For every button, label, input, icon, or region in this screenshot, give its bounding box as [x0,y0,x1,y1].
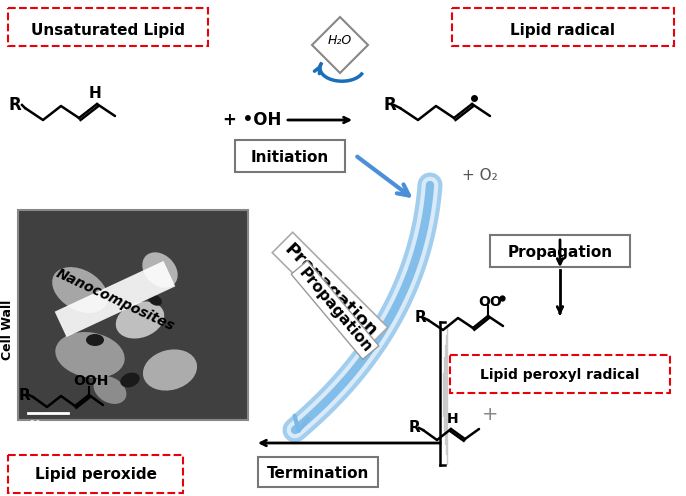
Text: Lipid radical: Lipid radical [510,22,615,38]
Text: R: R [383,96,397,114]
Bar [235,140,345,172]
Text: OOH: OOH [73,374,108,388]
Bar [258,457,378,487]
Text: +: + [482,406,498,425]
Text: R: R [409,421,421,435]
Text: R: R [9,96,21,114]
Text: Lipid peroxide: Lipid peroxide [35,468,157,483]
Text: H: H [447,412,459,426]
Ellipse shape [56,332,125,378]
Text: Unsaturated Lipid: Unsaturated Lipid [31,22,185,38]
Text: Termination: Termination [267,466,369,481]
Ellipse shape [142,252,178,288]
Text: Initiation: Initiation [251,149,329,165]
Ellipse shape [86,334,104,346]
Ellipse shape [116,302,164,339]
Text: OO: OO [478,295,502,309]
Ellipse shape [143,349,197,390]
Bar [490,235,630,267]
Bar [55,261,176,337]
Bar [452,8,674,46]
Text: + O₂: + O₂ [462,168,498,183]
Text: Propagation: Propagation [280,240,380,340]
Ellipse shape [93,376,126,404]
Text: Propagation: Propagation [508,245,613,259]
Text: R: R [19,387,31,402]
Text: + •OH: + •OH [223,111,281,129]
Text: Propagation: Propagation [296,265,375,355]
Bar [450,355,670,393]
Ellipse shape [52,267,108,313]
Bar [8,455,183,493]
Text: Lipid peroxyl radical: Lipid peroxyl radical [480,368,639,382]
Text: Cell Wall: Cell Wall [1,300,14,360]
Text: H₂O: H₂O [328,34,352,47]
Ellipse shape [120,372,140,387]
Ellipse shape [148,294,162,306]
Text: H: H [88,86,102,102]
Text: Nanocomposites: Nanocomposites [54,266,176,334]
Text: R: R [414,310,426,325]
Bar [8,8,208,46]
Polygon shape [312,17,368,73]
Bar [18,210,248,420]
Text: 20 nm: 20 nm [30,420,57,429]
